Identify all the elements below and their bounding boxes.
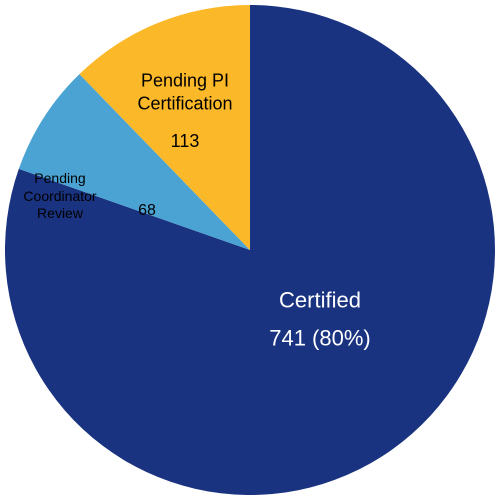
slice-label: Pending PI Certification (137, 70, 233, 114)
value-label: 113 (170, 130, 200, 151)
slice-label: Pending Coordinator Review (23, 169, 97, 221)
pie-slice (18, 74, 251, 250)
pie-slice (79, 5, 251, 250)
value-label: 68 (138, 202, 156, 219)
slice-label: Certified (279, 287, 361, 313)
value-label: 741 (80%) (269, 325, 371, 351)
